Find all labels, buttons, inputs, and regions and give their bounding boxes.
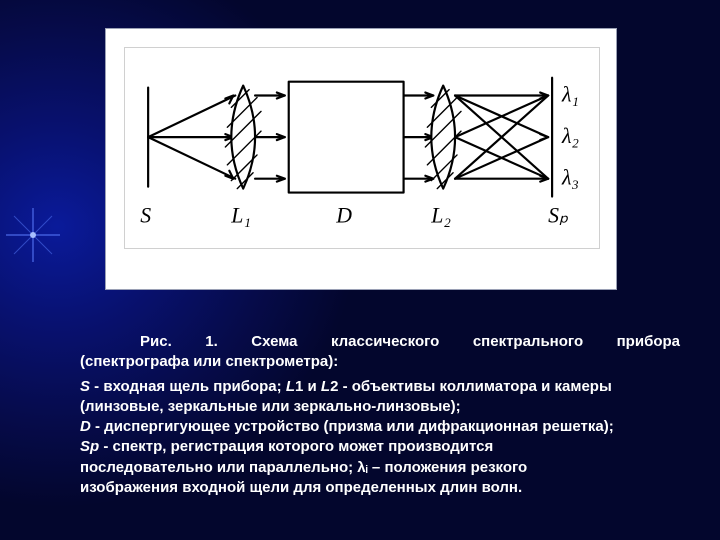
caption-title-a: Рис. 1. Схема классического спектральног…	[80, 332, 680, 352]
sym-L-a: L	[286, 378, 295, 395]
caption-line-3: D - диспергигующее устройство (призма ил…	[80, 417, 680, 437]
label-L1: L₁	[230, 203, 251, 227]
caption-line-2: (линзовые, зеркальные или зеркально-линз…	[80, 397, 680, 417]
figure-container: S L₁ D L₂ Sₚ λ₁ λ₂ λ₃	[105, 28, 617, 290]
sym-D: D	[80, 418, 91, 435]
flare-icon	[6, 208, 60, 262]
label-S: S	[140, 203, 151, 227]
optics-diagram: S L₁ D L₂ Sₚ λ₁ λ₂ λ₃	[124, 47, 600, 249]
label-D: D	[335, 203, 352, 227]
caption-line-5: последовательно или параллельно; λᵢ – по…	[80, 458, 680, 478]
label-lambda3: λ₃	[561, 166, 579, 190]
caption-line-1: S - входная щель прибора; L1 и L2 - объе…	[80, 377, 680, 397]
caption-title-b: (спектрографа или спектрометра):	[80, 352, 680, 372]
label-lambda2: λ₂	[561, 124, 579, 148]
txt-4b: - спектр, регистрация которого может про…	[99, 438, 493, 455]
caption-line-4: Sp - спектр, регистрация которого может …	[80, 437, 680, 457]
label-Sp: Sₚ	[548, 203, 569, 227]
sym-Sp: Sp	[80, 438, 99, 455]
label-L2: L₂	[430, 203, 451, 227]
txt-1b: - входная щель прибора;	[90, 378, 286, 395]
sym-S: S	[80, 378, 90, 395]
sym-L-b: L	[321, 378, 330, 395]
caption-line-6: изображения входной щели для определенны…	[80, 478, 680, 498]
txt-1d: 1 и	[295, 378, 321, 395]
txt-1f: 2 - объективы коллиматора и камеры	[330, 378, 612, 395]
figure-caption: Рис. 1. Схема классического спектральног…	[80, 332, 680, 498]
slide: S L₁ D L₂ Sₚ λ₁ λ₂ λ₃ Рис. 1. Схема клас…	[0, 0, 720, 540]
label-lambda1: λ₁	[561, 82, 579, 106]
txt-3b: - диспергигующее устройство (призма или …	[91, 418, 614, 435]
